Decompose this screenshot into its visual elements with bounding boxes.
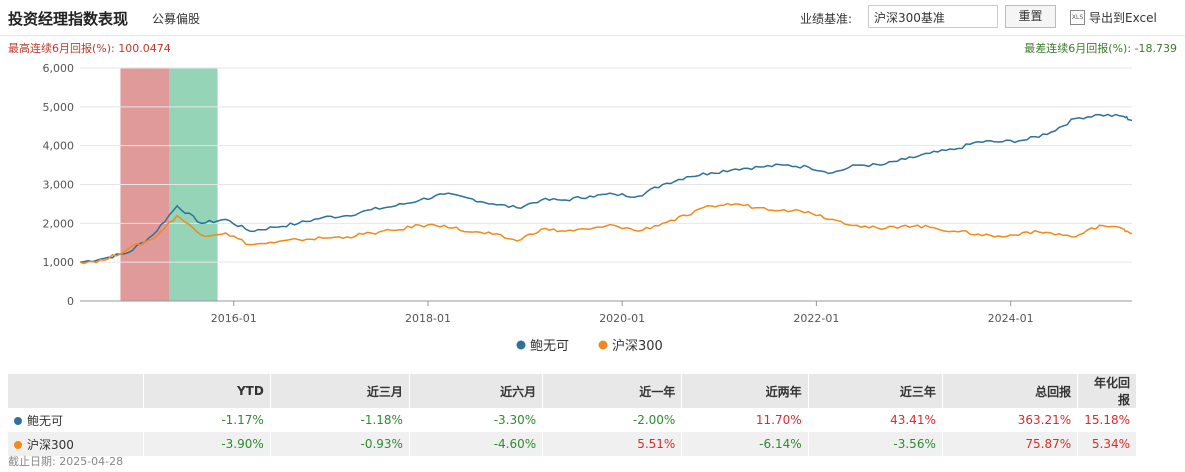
- table-cell: -1.18%: [270, 408, 410, 432]
- column-header: 总回报: [942, 374, 1079, 408]
- table-header-row: YTD 近三月 近六月 近一年 近两年 近三年 总回报 年化回报: [8, 374, 1137, 408]
- table-cell: 15.18%: [1077, 408, 1137, 432]
- as-of-date: 截止日期: 2025-04-28: [8, 455, 124, 468]
- column-header: [8, 374, 144, 408]
- export-excel-button[interactable]: XLS 导出到Excel: [1070, 9, 1157, 26]
- table-cell: 11.70%: [681, 408, 809, 432]
- y-tick-label: 5,000: [43, 101, 75, 114]
- table-row: 鲍无可 -1.17% -1.18% -3.30% -2.00% 11.70% 43.41% 3…: [8, 408, 1137, 432]
- benchmark-label: 业绩基准:: [800, 12, 853, 26]
- table-cell: 75.87%: [942, 432, 1079, 456]
- column-header: 近两年: [681, 374, 809, 408]
- legend-marker-1: [598, 340, 608, 350]
- column-header: 近六月: [409, 374, 544, 408]
- table-cell: -2.00%: [542, 408, 683, 432]
- x-tick-label: 2018-01: [405, 312, 451, 325]
- y-tick-label: 6,000: [43, 62, 75, 75]
- series-dot-icon: [14, 417, 22, 425]
- y-tick-label: 0: [67, 295, 74, 308]
- column-header: 近三年: [808, 374, 943, 408]
- xls-icon: XLS: [1070, 10, 1085, 25]
- legend-marker-0: [516, 340, 526, 350]
- x-tick-label: 2020-01: [599, 312, 645, 325]
- table-cell: -0.93%: [270, 432, 410, 456]
- best-6m-return: 最高连续6月回报(%): 100.0474: [8, 42, 171, 55]
- table-cell: -3.56%: [808, 432, 943, 456]
- y-tick-label: 1,000: [43, 256, 75, 269]
- column-header: 近三月: [270, 374, 410, 408]
- table-cell: 5.51%: [542, 432, 683, 456]
- table-cell: -4.60%: [409, 432, 544, 456]
- series-dot-icon: [14, 441, 22, 449]
- table-row: 沪深300 -3.90% -0.93% -4.60% 5.51% -6.14% -3.56%…: [8, 432, 1137, 456]
- x-tick-label: 2022-01: [793, 312, 839, 325]
- header: 投资经理指数表现 公募偏股 业绩基准: 沪深300基准 重置 XLS 导出到Ex…: [0, 0, 1185, 36]
- series-line-0: [79, 113, 1133, 263]
- legend-label-1: 沪深300: [612, 338, 663, 354]
- page-title: 投资经理指数表现: [8, 10, 129, 28]
- table-cell: 43.41%: [808, 408, 943, 432]
- column-header: 近一年: [542, 374, 683, 408]
- benchmark-select[interactable]: 沪深300基准: [868, 5, 998, 28]
- table-cell: 5.34%: [1077, 432, 1137, 456]
- x-tick-label: 2016-01: [211, 312, 257, 325]
- performance-chart: 0 1,000 2,000 3,000 4,000 5,000 6,000 2016-01 20…: [43, 62, 1133, 354]
- export-label: 导出到Excel: [1089, 11, 1157, 25]
- reset-button[interactable]: 重置: [1005, 5, 1056, 28]
- y-tick-label: 4,000: [43, 140, 75, 153]
- y-tick-label: 3,000: [43, 179, 75, 192]
- x-tick-label: 2024-01: [988, 312, 1034, 325]
- series-line-1: [79, 202, 1133, 265]
- y-tick-label: 2,000: [43, 217, 75, 230]
- table-cell: -6.14%: [681, 432, 809, 456]
- performance-table: YTD 近三月 近六月 近一年 近两年 近三年 总回报 年化回报 鲍无可 -1.17% -1.18…: [8, 374, 1137, 456]
- category-subtitle: 公募偏股: [152, 12, 201, 26]
- worst-6m-return: 最差连续6月回报(%): -18.739: [1024, 42, 1177, 55]
- column-header: 年化回报: [1077, 374, 1137, 408]
- row-name: 鲍无可: [8, 408, 144, 432]
- legend-label-0: 鲍无可: [530, 339, 569, 354]
- table-cell: 363.21%: [942, 408, 1079, 432]
- table-cell: -1.17%: [143, 408, 271, 432]
- table-cell: -3.30%: [409, 408, 544, 432]
- column-header: YTD: [143, 374, 271, 408]
- table-cell: -3.90%: [143, 432, 271, 456]
- row-name: 沪深300: [8, 432, 144, 456]
